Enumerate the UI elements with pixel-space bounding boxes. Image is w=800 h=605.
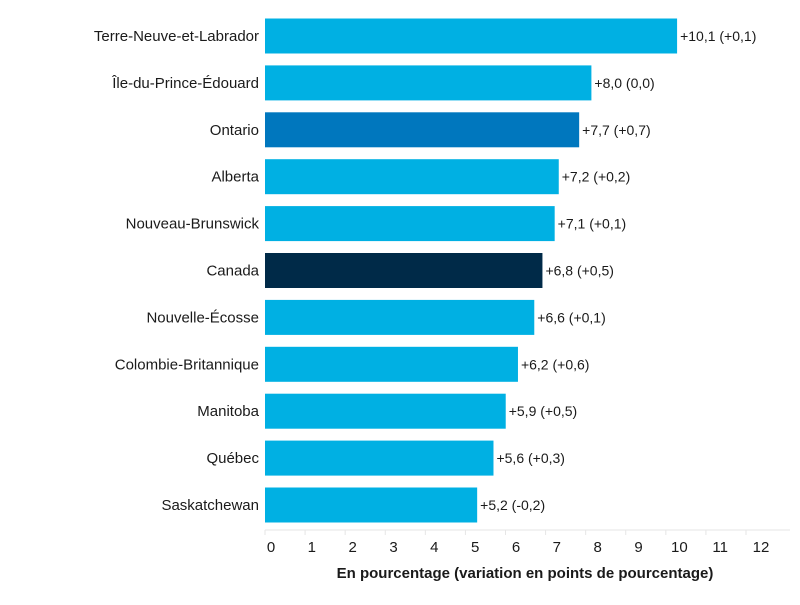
bar: [265, 65, 592, 101]
category-label: Alberta: [211, 169, 259, 186]
category-label: Canada: [206, 263, 259, 280]
category-label: Ontario: [210, 122, 259, 139]
bar: [265, 112, 580, 148]
data-label: +6,2 (+0,6): [521, 356, 590, 372]
data-label: +5,6 (+0,3): [496, 450, 564, 466]
data-label: +5,9 (+0,5): [509, 403, 577, 419]
x-axis-title: En pourcentage (variation en points de p…: [337, 565, 714, 582]
data-label: +7,7 (+0,7): [582, 122, 651, 138]
bar: [265, 18, 678, 54]
data-label: +6,6 (+0,1): [537, 309, 606, 325]
bar: [265, 299, 535, 335]
x-tick-label: 9: [634, 539, 642, 556]
category-label: Manitoba: [197, 403, 259, 420]
category-label: Île-du-Prince-Édouard: [111, 75, 259, 92]
category-label: Québec: [206, 450, 259, 467]
x-tick-label: 12: [753, 539, 770, 556]
x-tick-label: 4: [430, 539, 438, 556]
x-tick-label: 6: [512, 539, 520, 556]
x-tick-label: 10: [671, 539, 688, 556]
x-tick-label: 1: [308, 539, 316, 556]
bar: [265, 440, 494, 476]
category-label: Saskatchewan: [161, 497, 259, 514]
category-label: Nouveau-Brunswick: [126, 216, 260, 233]
category-label: Terre-Neuve-et-Labrador: [94, 28, 259, 45]
bar: [265, 253, 543, 288]
bar: [265, 393, 506, 429]
bar: [265, 206, 555, 242]
bar: [265, 159, 559, 195]
data-label: +8,0 (0,0): [594, 75, 654, 91]
category-label: Colombie-Britannique: [115, 356, 259, 373]
category-label: Nouvelle-Écosse: [146, 309, 259, 326]
data-label: +5,2 (-0,2): [480, 497, 545, 513]
x-tick-label: 11: [712, 539, 728, 556]
data-label: +10,1 (+0,1): [680, 28, 756, 44]
data-label: +6,8 (+0,5): [545, 263, 614, 279]
x-tick-label: 2: [348, 539, 356, 556]
x-tick-label: 8: [593, 539, 601, 556]
x-tick-label: 7: [553, 539, 561, 556]
bar: [265, 487, 478, 523]
x-tick-label: 0: [267, 539, 275, 556]
bar: [265, 346, 518, 382]
x-tick-label: 5: [471, 539, 479, 556]
x-tick-label: 3: [389, 539, 397, 556]
data-label: +7,2 (+0,2): [562, 169, 631, 185]
data-label: +7,1 (+0,1): [558, 216, 627, 232]
